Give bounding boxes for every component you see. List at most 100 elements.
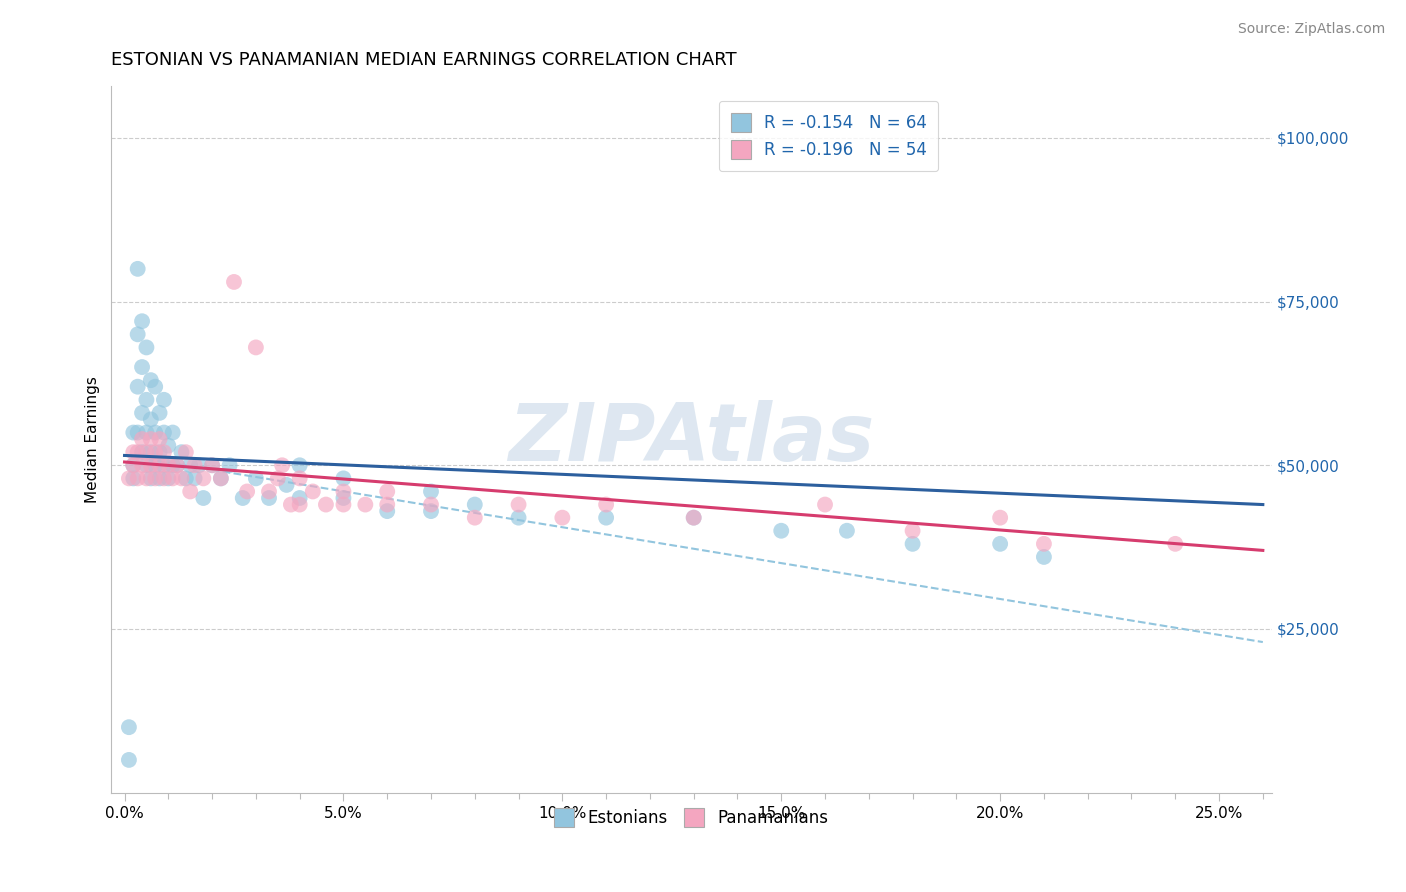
Point — [193, 471, 215, 485]
Point — [143, 380, 166, 394]
Point — [135, 392, 157, 407]
Point — [464, 510, 486, 524]
Point — [131, 458, 153, 473]
Point — [127, 471, 149, 485]
Point — [420, 498, 443, 512]
Point — [122, 425, 145, 440]
Point — [257, 491, 280, 505]
Point — [301, 484, 323, 499]
Point — [153, 425, 176, 440]
Point — [288, 458, 311, 473]
Point — [179, 484, 201, 499]
Point — [508, 510, 530, 524]
Point — [135, 471, 157, 485]
Point — [148, 458, 170, 473]
Point — [162, 471, 184, 485]
Point — [354, 498, 377, 512]
Point — [162, 425, 184, 440]
Point — [551, 510, 574, 524]
Point — [375, 504, 398, 518]
Point — [280, 498, 302, 512]
Legend: Estonians, Panamanians: Estonians, Panamanians — [547, 801, 835, 834]
Point — [139, 445, 162, 459]
Point — [770, 524, 793, 538]
Point — [595, 498, 617, 512]
Point — [218, 458, 240, 473]
Point — [1032, 537, 1054, 551]
Point — [139, 458, 162, 473]
Text: Source: ZipAtlas.com: Source: ZipAtlas.com — [1237, 22, 1385, 37]
Point — [153, 458, 176, 473]
Point — [222, 275, 245, 289]
Point — [148, 432, 170, 446]
Point — [835, 524, 858, 538]
Point — [332, 471, 354, 485]
Point — [153, 445, 176, 459]
Point — [170, 445, 193, 459]
Point — [127, 380, 149, 394]
Y-axis label: Median Earnings: Median Earnings — [86, 376, 100, 502]
Point — [139, 471, 162, 485]
Point — [153, 392, 176, 407]
Point — [148, 471, 170, 485]
Text: ESTONIAN VS PANAMANIAN MEDIAN EARNINGS CORRELATION CHART: ESTONIAN VS PANAMANIAN MEDIAN EARNINGS C… — [111, 51, 737, 69]
Point — [122, 458, 145, 473]
Point — [988, 537, 1011, 551]
Point — [174, 471, 197, 485]
Point — [166, 458, 188, 473]
Point — [814, 498, 837, 512]
Point — [162, 458, 184, 473]
Point — [271, 458, 294, 473]
Point — [1164, 537, 1187, 551]
Point — [174, 445, 197, 459]
Point — [143, 471, 166, 485]
Point — [131, 445, 153, 459]
Point — [157, 471, 180, 485]
Point — [148, 445, 170, 459]
Point — [201, 458, 224, 473]
Point — [209, 471, 232, 485]
Point — [127, 261, 149, 276]
Point — [122, 445, 145, 459]
Point — [257, 484, 280, 499]
Point — [183, 458, 205, 473]
Point — [420, 504, 443, 518]
Point — [245, 471, 267, 485]
Point — [332, 484, 354, 499]
Point — [420, 484, 443, 499]
Point — [131, 314, 153, 328]
Point — [1032, 549, 1054, 564]
Point — [988, 510, 1011, 524]
Point — [143, 445, 166, 459]
Point — [201, 458, 224, 473]
Point — [131, 432, 153, 446]
Point — [682, 510, 704, 524]
Point — [148, 406, 170, 420]
Point — [245, 340, 267, 354]
Point — [118, 471, 141, 485]
Point — [682, 510, 704, 524]
Point — [131, 360, 153, 375]
Point — [236, 484, 259, 499]
Point — [595, 510, 617, 524]
Point — [143, 425, 166, 440]
Point — [135, 425, 157, 440]
Point — [153, 471, 176, 485]
Point — [122, 471, 145, 485]
Point — [464, 498, 486, 512]
Point — [179, 458, 201, 473]
Point — [188, 458, 211, 473]
Point — [127, 327, 149, 342]
Point — [135, 458, 157, 473]
Point — [232, 491, 254, 505]
Text: ZIPAtlas: ZIPAtlas — [509, 401, 875, 478]
Point — [508, 498, 530, 512]
Point — [276, 478, 298, 492]
Point — [267, 471, 290, 485]
Point — [315, 498, 337, 512]
Point — [122, 458, 145, 473]
Point — [157, 458, 180, 473]
Point — [135, 340, 157, 354]
Point — [375, 498, 398, 512]
Point — [127, 425, 149, 440]
